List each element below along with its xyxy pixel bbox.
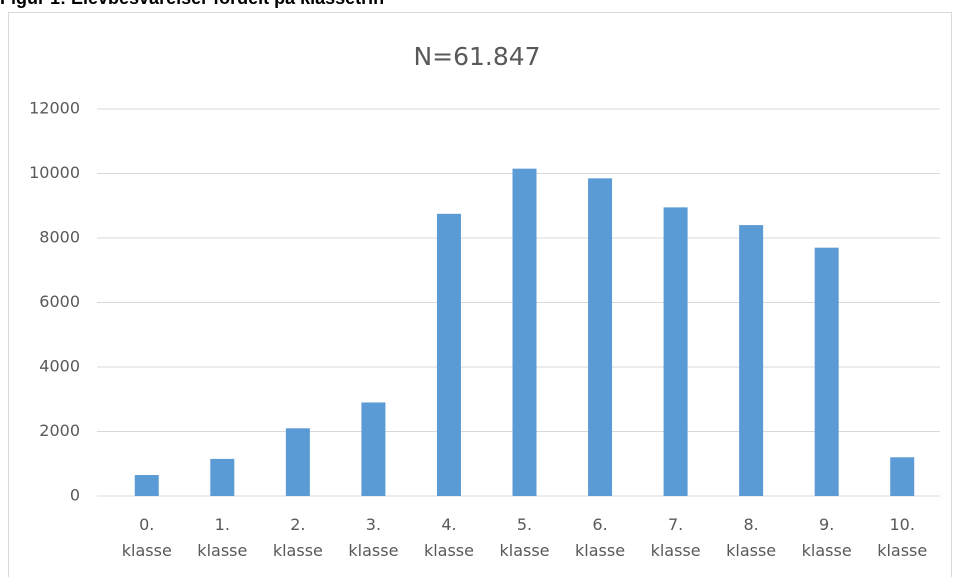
bar <box>663 207 688 497</box>
x-tick-label: 10. klasse <box>877 515 927 560</box>
y-tick-label: 0 <box>70 486 80 505</box>
y-tick-label: 12000 <box>29 99 80 118</box>
x-tick-label: 1. klasse <box>197 515 247 560</box>
y-tick-label: 6000 <box>39 292 80 311</box>
bar <box>814 247 839 496</box>
x-tick-label: 2. klasse <box>273 515 323 560</box>
bar <box>890 457 915 496</box>
x-tick-label: 4. klasse <box>424 515 474 560</box>
x-tick-label: 5. klasse <box>499 515 549 560</box>
x-tick-label: 9. klasse <box>802 515 852 560</box>
x-tick-label: 8. klasse <box>726 515 776 560</box>
bar <box>134 475 159 496</box>
figure-heading: Figur 1: Elevbesvarelser fordelt på klas… <box>0 0 384 8</box>
y-tick-label: 2000 <box>39 421 80 440</box>
bar <box>588 178 613 496</box>
x-tick-label: 0. klasse <box>122 515 172 560</box>
chart-title: N=61.847 <box>413 42 540 71</box>
chart-border <box>8 12 952 577</box>
bar <box>285 428 310 496</box>
bar <box>210 458 235 496</box>
x-tick-label: 7. klasse <box>651 515 701 560</box>
bar <box>361 402 386 496</box>
y-tick-label: 10000 <box>29 163 80 182</box>
y-tick-label: 4000 <box>39 357 80 376</box>
y-tick-label: 8000 <box>39 228 80 247</box>
bar <box>512 168 537 496</box>
x-tick-label: 3. klasse <box>348 515 398 560</box>
bar <box>739 225 764 496</box>
bar <box>436 213 461 496</box>
x-tick-label: 6. klasse <box>575 515 625 560</box>
